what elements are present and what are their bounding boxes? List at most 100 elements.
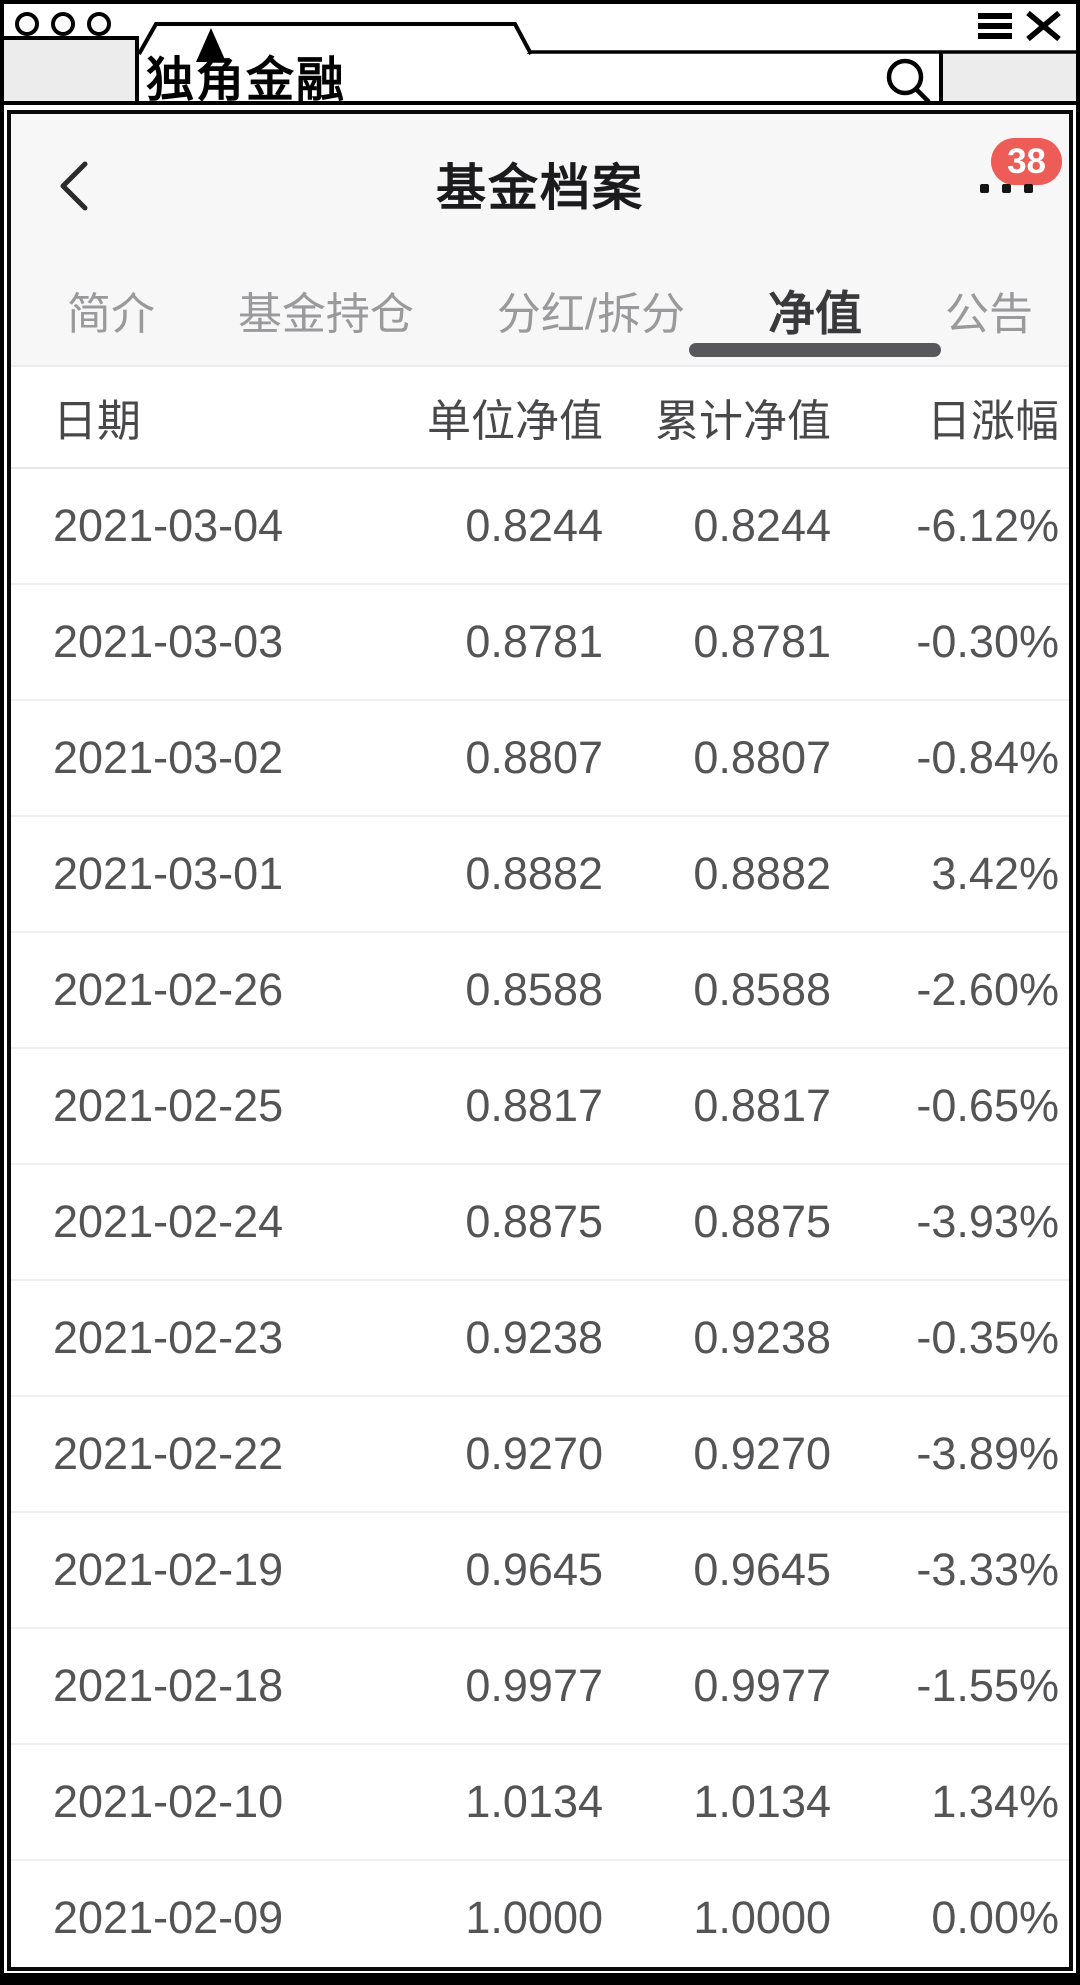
cell-date: 2021-03-01	[53, 848, 284, 899]
cell-daily-change: -3.89%	[916, 1428, 1059, 1479]
column-header-daily-chg: 日涨幅	[927, 397, 1059, 446]
search-icon[interactable]	[886, 58, 931, 104]
cell-cum-nav: 0.8781	[693, 616, 831, 667]
cell-date: 2021-02-18	[53, 1660, 284, 1711]
cell-daily-change: -0.84%	[916, 732, 1059, 783]
column-header-date: 日期	[53, 397, 141, 446]
page-title: 基金档案	[436, 160, 644, 216]
cell-daily-change: -6.12%	[916, 500, 1059, 551]
cell-unit-nav: 0.9645	[465, 1544, 603, 1595]
active-tab-indicator	[689, 343, 942, 357]
cell-date: 2021-02-23	[53, 1312, 284, 1363]
table-row: 2021-02-18 0.9977 0.9977 -1.55%	[11, 1629, 1069, 1745]
cell-unit-nav: 0.8882	[465, 848, 603, 899]
table-body: 2021-03-04 0.8244 0.8244 -6.12% 2021-03-…	[11, 469, 1069, 1967]
tab-bar: 简介 基金持仓 分红/拆分 净值 公告	[11, 254, 1069, 367]
cell-unit-nav: 1.0134	[465, 1776, 603, 1827]
chevron-left-icon	[60, 161, 88, 211]
cell-unit-nav: 0.8244	[465, 500, 603, 551]
cell-date: 2021-02-22	[53, 1428, 284, 1479]
dot-icon	[980, 184, 989, 193]
cell-date: 2021-02-26	[53, 964, 284, 1015]
tab-dividend-split[interactable]: 分红/拆分	[497, 254, 685, 365]
cell-unit-nav: 0.9238	[465, 1312, 603, 1363]
cell-date: 2021-02-19	[53, 1544, 284, 1595]
cell-cum-nav: 0.8244	[693, 500, 831, 551]
cell-date: 2021-02-09	[53, 1892, 284, 1943]
right-gray-box	[943, 54, 1078, 101]
cell-cum-nav: 0.8807	[693, 732, 831, 783]
table-header-row: 日期 单位净值 累计净值 日涨幅	[11, 367, 1069, 469]
cell-unit-nav: 0.9270	[465, 1428, 603, 1479]
tab-label: 基金持仓	[237, 289, 414, 339]
table-row: 2021-02-22 0.9270 0.9270 -3.89%	[11, 1397, 1069, 1513]
cell-daily-change: -3.93%	[916, 1196, 1059, 1247]
cell-cum-nav: 0.9977	[693, 1660, 831, 1711]
cell-daily-change: -3.33%	[916, 1544, 1059, 1595]
table-row: 2021-02-19 0.9645 0.9645 -3.33%	[11, 1513, 1069, 1629]
cell-unit-nav: 0.8817	[465, 1080, 603, 1131]
app-frame: 基金档案 38 简介 基金持仓 分红/拆分 净值 公告	[7, 110, 1073, 1971]
dot-icon	[1002, 184, 1011, 193]
cell-unit-nav: 0.8588	[465, 964, 603, 1015]
column-header-cum-nav: 累计净值	[655, 397, 831, 446]
table-row: 2021-02-23 0.9238 0.9238 -0.35%	[11, 1281, 1069, 1397]
notification-badge: 38	[991, 138, 1062, 185]
unicorn-horn-icon	[196, 28, 226, 62]
cell-cum-nav: 0.9645	[693, 1544, 831, 1595]
nav-table: 日期 单位净值 累计净值 日涨幅 2021-03-04 0.8244 0.824…	[11, 367, 1069, 1967]
table-row: 2021-03-01 0.8882 0.8882 3.42%	[11, 817, 1069, 933]
cell-daily-change: -1.55%	[916, 1660, 1059, 1711]
cell-cum-nav: 1.0000	[693, 1892, 831, 1943]
tab-intro[interactable]: 简介	[67, 254, 155, 365]
app-header: 基金档案 38	[11, 114, 1069, 254]
cell-cum-nav: 0.8882	[693, 848, 831, 899]
cell-daily-change: -0.65%	[916, 1080, 1059, 1131]
tab-label: 净值	[768, 287, 863, 340]
tab-label: 分红/拆分	[496, 289, 686, 339]
cell-daily-change: -0.35%	[916, 1312, 1059, 1363]
cell-daily-change: 0.00%	[931, 1892, 1059, 1943]
cell-date: 2021-02-24	[53, 1196, 284, 1247]
cell-cum-nav: 1.0134	[693, 1776, 831, 1827]
tab-label: 公告	[944, 289, 1033, 339]
cell-cum-nav: 0.8875	[693, 1196, 831, 1247]
more-menu-button[interactable]	[980, 184, 1033, 193]
cell-daily-change: 1.34%	[931, 1776, 1059, 1827]
table-row: 2021-02-25 0.8817 0.8817 -0.65%	[11, 1049, 1069, 1165]
cell-daily-change: -2.60%	[916, 964, 1059, 1015]
cell-date: 2021-03-02	[53, 732, 284, 783]
cell-unit-nav: 0.8875	[465, 1196, 603, 1247]
table-row: 2021-02-24 0.8875 0.8875 -3.93%	[11, 1165, 1069, 1281]
column-header-unit-nav: 单位净值	[427, 397, 603, 446]
cell-daily-change: -0.30%	[916, 616, 1059, 667]
left-gray-box	[2, 40, 135, 101]
cell-cum-nav: 0.9238	[693, 1312, 831, 1363]
cell-date: 2021-03-04	[53, 500, 284, 551]
cell-unit-nav: 0.8781	[465, 616, 603, 667]
tab-nav-active[interactable]: 净值	[689, 254, 942, 365]
back-button[interactable]	[57, 161, 95, 211]
cell-cum-nav: 0.8588	[693, 964, 831, 1015]
cell-date: 2021-03-03	[53, 616, 284, 667]
table-row: 2021-02-09 1.0000 1.0000 0.00%	[11, 1861, 1069, 1967]
cell-daily-change: 3.42%	[931, 848, 1059, 899]
table-row: 2021-03-03 0.8781 0.8781 -0.30%	[11, 585, 1069, 701]
cell-cum-nav: 0.8817	[693, 1080, 831, 1131]
table-row: 2021-02-26 0.8588 0.8588 -2.60%	[11, 933, 1069, 1049]
cell-unit-nav: 0.8807	[465, 732, 603, 783]
site-logo: 独角金融	[146, 54, 346, 107]
table-row: 2021-03-02 0.8807 0.8807 -0.84%	[11, 701, 1069, 817]
tab-holdings[interactable]: 基金持仓	[238, 254, 414, 365]
cell-unit-nav: 1.0000	[465, 1892, 603, 1943]
tab-label: 简介	[67, 289, 155, 339]
cell-date: 2021-02-10	[53, 1776, 284, 1827]
menu-icon[interactable]	[978, 13, 1012, 39]
tab-announcements[interactable]: 公告	[945, 254, 1033, 365]
cell-date: 2021-02-25	[53, 1080, 284, 1131]
window-buttons-icon	[15, 12, 111, 36]
close-icon[interactable]	[1026, 10, 1061, 42]
cell-unit-nav: 0.9977	[465, 1660, 603, 1711]
browser-tab[interactable]	[137, 22, 533, 55]
